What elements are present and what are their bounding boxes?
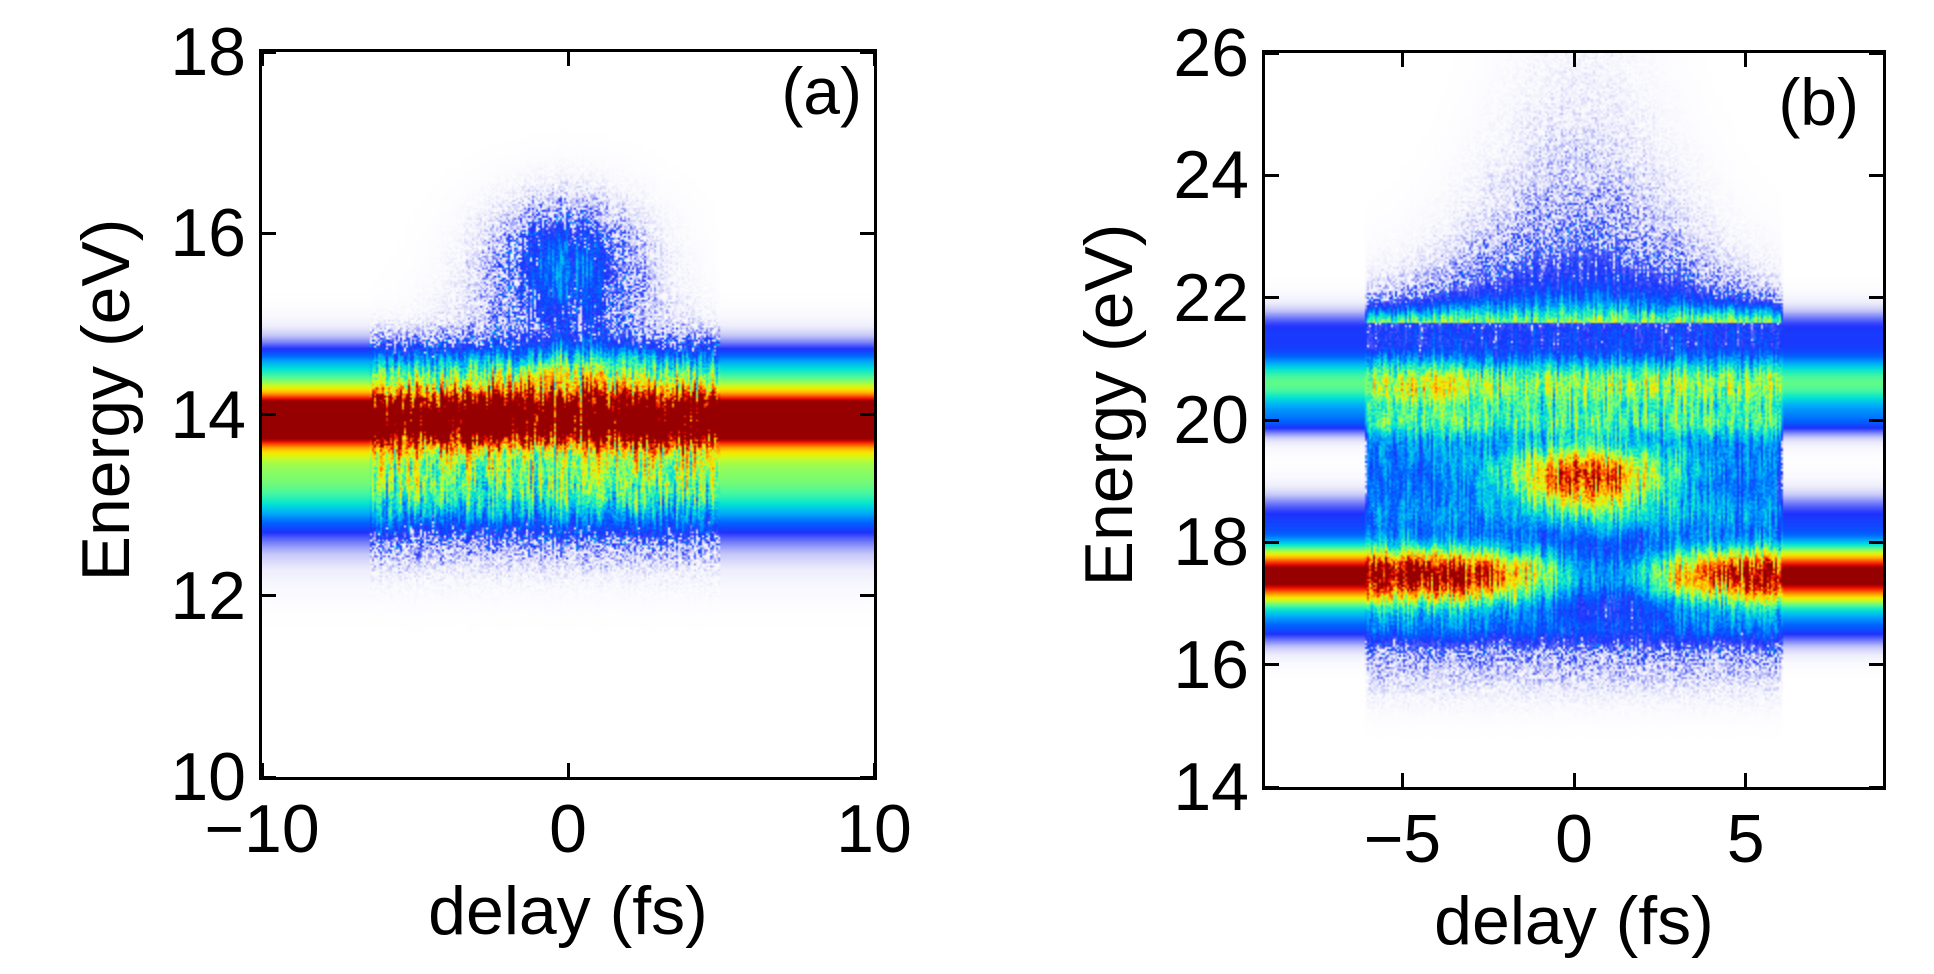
heatmap-panel-b: (b)	[1262, 50, 1886, 790]
y-tick-label: 16	[1173, 626, 1249, 703]
y-tick-mark	[860, 50, 874, 54]
y-tick-mark	[1869, 418, 1883, 422]
x-tick-mark	[260, 763, 264, 777]
y-tick-mark	[1265, 173, 1279, 177]
y-tick-mark	[860, 413, 874, 416]
x-tick-label: −5	[1363, 801, 1442, 877]
y-tick-mark	[1265, 296, 1279, 300]
y-tick-mark	[1265, 663, 1279, 667]
x-tick-mark	[1572, 53, 1576, 67]
x-axis-label-b: delay (fs)	[1434, 883, 1714, 959]
y-axis-label-a: Energy (eV)	[68, 218, 144, 582]
y-tick-mark	[860, 594, 874, 598]
y-tick-mark	[1265, 51, 1279, 55]
y-tick-mark	[1265, 418, 1279, 422]
y-tick-label: 24	[1173, 137, 1249, 214]
x-tick-label: 0	[549, 791, 587, 867]
x-axis-label-a: delay (fs)	[428, 873, 708, 949]
y-tick-label: 14	[170, 376, 246, 453]
x-tick-label: 10	[836, 791, 912, 867]
x-tick-label: 5	[1726, 801, 1765, 877]
y-tick-mark	[262, 775, 276, 779]
y-tick-label: 22	[1173, 259, 1249, 336]
y-tick-label: 12	[170, 557, 246, 634]
y-tick-label: 20	[1173, 382, 1249, 458]
y-axis-label-b: Energy (eV)	[1071, 223, 1147, 587]
x-tick-mark	[1744, 53, 1748, 67]
x-tick-mark	[1400, 773, 1404, 787]
heatmap-panel-a: (a)	[259, 49, 877, 780]
y-tick-mark	[860, 231, 874, 235]
y-tick-mark	[1869, 663, 1883, 667]
y-tick-label: 14	[1173, 749, 1249, 825]
y-tick-label: 18	[1173, 504, 1249, 581]
x-tick-mark	[1744, 773, 1748, 787]
y-tick-mark	[1869, 173, 1883, 177]
x-tick-mark	[260, 52, 264, 66]
y-tick-mark	[1869, 785, 1883, 789]
panel-label-b: (b)	[1778, 65, 1859, 139]
heatmap-canvas-b	[1265, 53, 1883, 787]
y-tick-mark	[262, 231, 276, 235]
y-tick-mark	[1869, 296, 1883, 300]
heatmap-canvas-a	[262, 52, 874, 777]
x-tick-mark	[872, 52, 876, 66]
y-tick-mark	[860, 775, 874, 779]
x-tick-label: 0	[1555, 801, 1593, 877]
x-tick-label: −10	[204, 791, 320, 867]
y-tick-label: 18	[170, 14, 246, 90]
y-tick-mark	[1869, 51, 1883, 55]
x-tick-mark	[872, 763, 876, 777]
panel-label-a: (a)	[781, 54, 862, 128]
y-tick-mark	[262, 594, 276, 598]
x-tick-mark	[1400, 53, 1404, 67]
y-tick-label: 10	[170, 739, 246, 815]
x-tick-mark	[566, 52, 570, 66]
y-tick-mark	[1265, 785, 1279, 789]
x-tick-mark	[1572, 773, 1576, 787]
y-tick-mark	[262, 413, 276, 416]
y-tick-mark	[1265, 540, 1279, 544]
y-tick-mark	[1869, 540, 1883, 544]
y-tick-label: 26	[1173, 15, 1249, 91]
y-tick-mark	[262, 50, 276, 54]
x-tick-mark	[566, 763, 570, 777]
y-tick-label: 16	[170, 195, 246, 272]
